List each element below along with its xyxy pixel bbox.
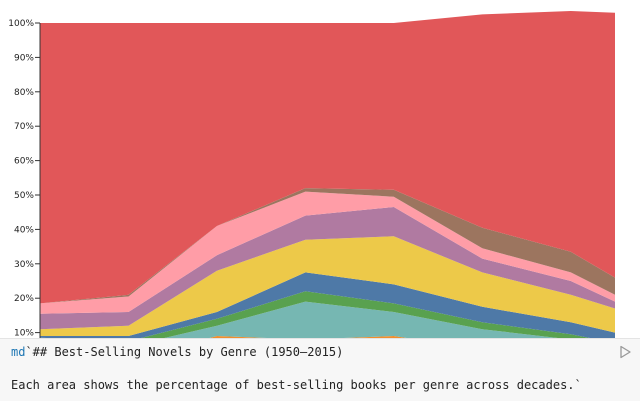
y-tick-label: 40% <box>14 225 34 235</box>
y-tick-label: 90% <box>14 53 34 63</box>
cell-source-line-2[interactable]: Each area shows the percentage of best-s… <box>11 378 582 392</box>
chart-area: 10% 20% 30% 40% 50% 60% 70% 80% 90% 100% <box>8 11 615 340</box>
area-series-3 <box>40 291 601 340</box>
area-series-2 <box>155 301 575 340</box>
md-tag: md <box>11 345 26 359</box>
notebook-cell[interactable]: md`## Best-Selling Novels by Genre (1950… <box>0 338 640 401</box>
y-tick-label: 50% <box>14 191 34 201</box>
y-axis: 10% 20% 30% 40% 50% 60% 70% 80% 90% 100% <box>8 19 41 340</box>
y-tick-label: 100% <box>8 19 34 29</box>
area-series-9 <box>40 11 615 304</box>
y-tick-label: 20% <box>14 294 34 304</box>
area-series-group <box>40 11 615 340</box>
y-tick-label: 10% <box>14 329 34 339</box>
area-series-6 <box>40 207 615 330</box>
area-series-8 <box>40 188 615 304</box>
play-icon[interactable] <box>618 345 632 359</box>
y-tick-label: 70% <box>14 122 34 132</box>
cell-source-line-1[interactable]: md`## Best-Selling Novels by Genre (1950… <box>11 345 343 359</box>
area-series-4 <box>40 272 615 340</box>
area-series-5 <box>40 236 615 336</box>
y-tick-label: 60% <box>14 157 34 167</box>
stacked-area-chart: 10% 20% 30% 40% 50% 60% 70% 80% 90% 100% <box>8 11 615 340</box>
y-tick-label: 80% <box>14 88 34 98</box>
cell-title-text: `## Best-Selling Novels by Genre (1950–2… <box>25 345 344 359</box>
area-series-7 <box>40 191 615 314</box>
y-tick-label: 30% <box>14 260 34 270</box>
